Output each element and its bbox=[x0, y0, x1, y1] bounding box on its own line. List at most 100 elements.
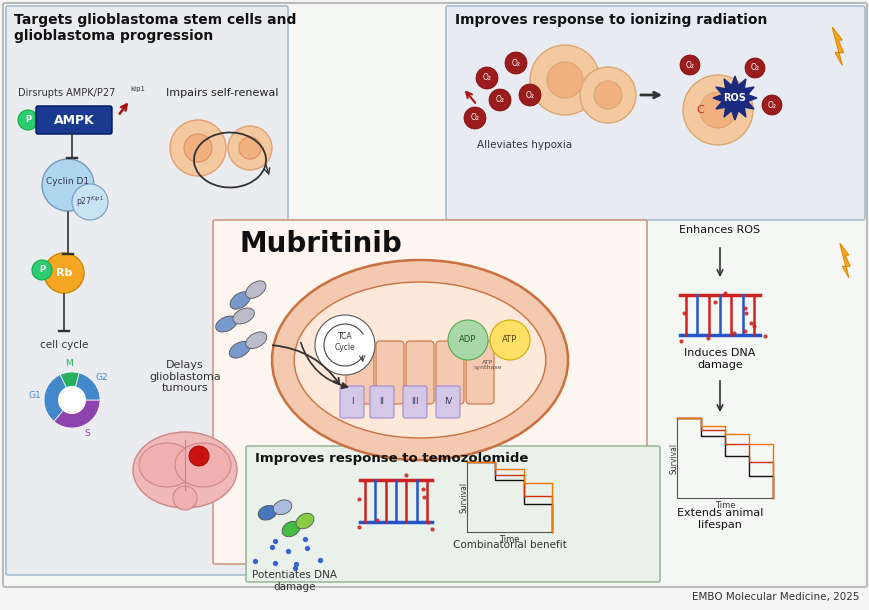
Text: Time: Time bbox=[714, 501, 734, 510]
Text: Delays
glioblastoma
tumours: Delays glioblastoma tumours bbox=[149, 360, 221, 393]
Text: ATP: ATP bbox=[501, 336, 517, 345]
Text: Alleviates hypoxia: Alleviates hypoxia bbox=[477, 140, 572, 150]
Text: Mubritinib: Mubritinib bbox=[240, 230, 402, 258]
Text: AMPK: AMPK bbox=[54, 113, 94, 126]
Ellipse shape bbox=[139, 443, 195, 487]
Circle shape bbox=[189, 446, 209, 466]
Text: O₂: O₂ bbox=[525, 90, 534, 99]
Text: P: P bbox=[25, 115, 31, 124]
Ellipse shape bbox=[229, 292, 250, 309]
Ellipse shape bbox=[295, 513, 314, 529]
FancyBboxPatch shape bbox=[466, 341, 494, 404]
FancyBboxPatch shape bbox=[6, 6, 288, 575]
Ellipse shape bbox=[245, 332, 267, 348]
Ellipse shape bbox=[258, 505, 276, 520]
Circle shape bbox=[680, 55, 700, 75]
Text: I: I bbox=[350, 398, 353, 406]
Text: O₂: O₂ bbox=[495, 96, 504, 104]
Text: Targets glioblastoma stem cells and
glioblastoma progression: Targets glioblastoma stem cells and glio… bbox=[14, 13, 296, 43]
Circle shape bbox=[529, 45, 600, 115]
Text: cell cycle: cell cycle bbox=[40, 340, 88, 350]
Text: G1: G1 bbox=[29, 390, 42, 400]
Text: Combinatorial benefit: Combinatorial benefit bbox=[453, 540, 567, 550]
FancyBboxPatch shape bbox=[402, 386, 427, 418]
Circle shape bbox=[489, 320, 529, 360]
Text: Cyclin D1: Cyclin D1 bbox=[46, 178, 90, 187]
Circle shape bbox=[744, 58, 764, 78]
Text: O₂: O₂ bbox=[766, 101, 776, 110]
Text: Improves response to ionizing radiation: Improves response to ionizing radiation bbox=[454, 13, 766, 27]
Ellipse shape bbox=[133, 432, 236, 508]
Ellipse shape bbox=[294, 282, 545, 438]
Text: Survival: Survival bbox=[669, 442, 678, 473]
Text: O₂: O₂ bbox=[750, 63, 759, 73]
Circle shape bbox=[32, 260, 52, 280]
Circle shape bbox=[239, 137, 261, 159]
Circle shape bbox=[448, 320, 488, 360]
Text: O₂: O₂ bbox=[685, 60, 693, 70]
Wedge shape bbox=[54, 400, 100, 428]
Ellipse shape bbox=[216, 316, 237, 332]
Text: P: P bbox=[39, 265, 45, 275]
FancyBboxPatch shape bbox=[435, 386, 460, 418]
FancyBboxPatch shape bbox=[375, 341, 403, 404]
Text: kip1: kip1 bbox=[129, 86, 145, 92]
FancyBboxPatch shape bbox=[213, 220, 647, 564]
Text: M: M bbox=[65, 359, 73, 368]
Circle shape bbox=[18, 110, 38, 130]
FancyBboxPatch shape bbox=[3, 3, 866, 587]
Ellipse shape bbox=[273, 500, 291, 515]
Circle shape bbox=[58, 386, 86, 414]
Circle shape bbox=[547, 62, 582, 98]
Text: ATP
synthase: ATP synthase bbox=[474, 360, 501, 370]
Circle shape bbox=[700, 92, 735, 128]
Text: II: II bbox=[379, 398, 384, 406]
Text: Extends animal
lifespan: Extends animal lifespan bbox=[676, 508, 762, 529]
FancyBboxPatch shape bbox=[369, 386, 394, 418]
Text: Impairs self-renewal: Impairs self-renewal bbox=[166, 88, 278, 98]
Wedge shape bbox=[44, 375, 72, 422]
Text: C: C bbox=[695, 105, 703, 115]
Circle shape bbox=[183, 134, 212, 162]
Circle shape bbox=[488, 89, 510, 111]
FancyBboxPatch shape bbox=[36, 106, 112, 134]
Circle shape bbox=[228, 126, 272, 170]
Circle shape bbox=[594, 81, 621, 109]
Text: ROS: ROS bbox=[723, 93, 746, 103]
Circle shape bbox=[169, 120, 226, 176]
Text: G2: G2 bbox=[95, 373, 108, 382]
Circle shape bbox=[315, 315, 375, 375]
FancyBboxPatch shape bbox=[340, 386, 363, 418]
Text: Induces DNA
damage: Induces DNA damage bbox=[684, 348, 755, 370]
Circle shape bbox=[44, 253, 84, 293]
Ellipse shape bbox=[229, 342, 250, 358]
Circle shape bbox=[42, 159, 94, 211]
Text: TCA
Cycle: TCA Cycle bbox=[335, 332, 355, 352]
Polygon shape bbox=[713, 76, 756, 120]
Ellipse shape bbox=[272, 260, 567, 460]
Ellipse shape bbox=[245, 281, 266, 298]
Text: O₂: O₂ bbox=[511, 59, 520, 68]
Ellipse shape bbox=[173, 486, 196, 510]
Text: S: S bbox=[84, 429, 90, 438]
Text: Enhances ROS: Enhances ROS bbox=[679, 225, 760, 235]
Polygon shape bbox=[832, 27, 843, 65]
Circle shape bbox=[519, 84, 541, 106]
Text: Improves response to temozolomide: Improves response to temozolomide bbox=[255, 452, 527, 465]
Wedge shape bbox=[60, 372, 79, 400]
Text: ADP: ADP bbox=[459, 336, 476, 345]
Ellipse shape bbox=[282, 522, 300, 537]
Polygon shape bbox=[839, 244, 849, 278]
Ellipse shape bbox=[233, 308, 254, 324]
FancyBboxPatch shape bbox=[406, 341, 434, 404]
Text: Time: Time bbox=[499, 535, 519, 544]
Ellipse shape bbox=[175, 443, 231, 487]
Text: Dirsrupts AMPK/P27: Dirsrupts AMPK/P27 bbox=[18, 88, 116, 98]
FancyBboxPatch shape bbox=[435, 341, 463, 404]
Circle shape bbox=[475, 67, 497, 89]
Text: p27$^{Kip1}$: p27$^{Kip1}$ bbox=[76, 195, 103, 209]
Wedge shape bbox=[72, 373, 100, 400]
Circle shape bbox=[682, 75, 753, 145]
FancyBboxPatch shape bbox=[446, 6, 864, 220]
Text: III: III bbox=[411, 398, 418, 406]
